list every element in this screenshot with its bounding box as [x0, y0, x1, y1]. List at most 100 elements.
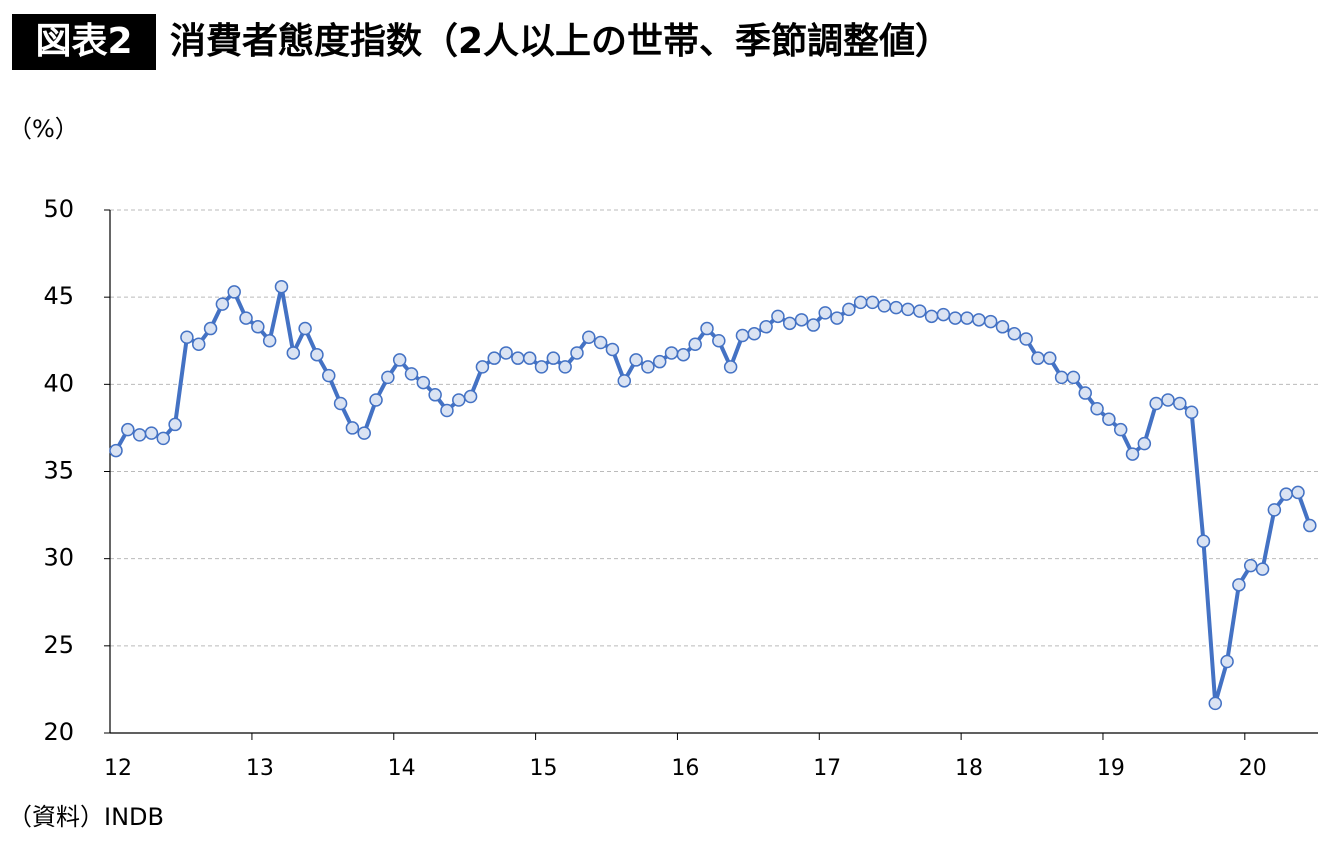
data-point	[924, 309, 939, 324]
data-point	[452, 393, 466, 407]
data-point	[1279, 487, 1293, 501]
data-point	[298, 321, 312, 336]
data-point	[144, 426, 159, 440]
data-point	[617, 374, 632, 388]
data-point	[463, 389, 478, 404]
data-point	[511, 351, 525, 365]
data-point	[806, 318, 821, 332]
data-point	[1137, 436, 1152, 451]
data-point	[369, 393, 383, 407]
data-point	[913, 304, 927, 318]
data-point	[546, 351, 561, 365]
data-point	[475, 360, 490, 374]
data-point	[1267, 503, 1282, 517]
data-point	[416, 375, 431, 390]
data-point	[132, 428, 147, 442]
x-tick-label: 19	[1097, 756, 1125, 781]
data-point	[960, 311, 974, 325]
x-tick-label: 15	[530, 756, 558, 781]
y-tick-label: 40	[43, 369, 74, 397]
data-point	[652, 354, 667, 369]
data-point	[180, 330, 194, 345]
data-point	[1125, 447, 1140, 461]
data-point	[1019, 332, 1033, 346]
data-point	[1054, 370, 1069, 385]
data-point	[688, 337, 702, 351]
data-point	[1255, 562, 1270, 576]
data-point	[1043, 351, 1057, 365]
x-tick-label: 20	[1239, 756, 1267, 781]
data-point	[522, 351, 537, 365]
data-point	[357, 426, 371, 440]
data-point	[983, 314, 998, 329]
data-point	[842, 302, 856, 317]
data-point	[771, 309, 785, 324]
data-point	[428, 388, 442, 402]
data-point	[1161, 393, 1175, 407]
source-note: （資料）INDB	[8, 803, 164, 831]
data-point	[641, 360, 655, 374]
data-point	[322, 368, 336, 383]
data-point	[121, 422, 135, 437]
data-point	[676, 347, 691, 362]
data-point	[215, 297, 230, 311]
data-point	[1113, 422, 1128, 437]
y-axis-label: （%）	[8, 115, 79, 143]
data-point	[794, 313, 809, 327]
data-point	[853, 295, 868, 310]
data-point	[1149, 396, 1163, 411]
data-point	[865, 295, 880, 310]
data-point	[948, 311, 962, 325]
data-point	[274, 279, 289, 294]
data-point	[1007, 327, 1022, 341]
data-point	[168, 417, 182, 432]
x-tick-label: 14	[388, 756, 416, 781]
data-point	[487, 351, 501, 365]
chart-title: 消費者態度指数（2人以上の世帯、季節調整値）	[170, 21, 951, 62]
data-point	[1208, 696, 1223, 711]
data-point	[392, 353, 407, 367]
data-point	[251, 320, 265, 334]
data-point	[582, 330, 596, 345]
data-point	[1184, 405, 1199, 419]
y-tick-label: 50	[43, 195, 74, 223]
data-point	[345, 421, 360, 435]
data-point	[286, 346, 301, 360]
y-tick-label: 30	[43, 544, 74, 572]
data-point	[889, 300, 903, 315]
y-tick-label: 45	[43, 282, 74, 310]
data-point	[664, 346, 679, 360]
data-point	[818, 306, 832, 320]
data-point	[782, 316, 797, 331]
data-point	[109, 443, 123, 458]
data-point	[936, 307, 951, 322]
data-point	[534, 360, 549, 374]
data-point	[712, 334, 726, 348]
data-point	[404, 367, 419, 381]
data-point	[901, 302, 915, 317]
data-point	[1173, 396, 1187, 411]
data-point	[440, 403, 454, 418]
data-point	[156, 431, 171, 446]
data-point	[333, 396, 348, 411]
data-point	[1291, 485, 1305, 500]
x-tick-label: 18	[955, 756, 983, 781]
data-point	[1090, 401, 1104, 416]
data-point	[735, 328, 750, 343]
data-point	[1303, 518, 1317, 533]
data-point	[310, 347, 324, 362]
data-point	[747, 327, 762, 341]
data-point	[995, 320, 1010, 334]
x-tick-label: 12	[104, 756, 132, 781]
data-point	[1232, 578, 1246, 592]
data-point	[262, 334, 277, 348]
data-point	[700, 321, 714, 336]
data-point	[972, 313, 986, 327]
data-point	[499, 346, 513, 360]
data-point	[759, 320, 773, 334]
x-tick-label: 17	[813, 756, 841, 781]
data-point	[605, 342, 620, 357]
data-point	[1078, 386, 1092, 400]
x-tick-label: 16	[671, 756, 699, 781]
